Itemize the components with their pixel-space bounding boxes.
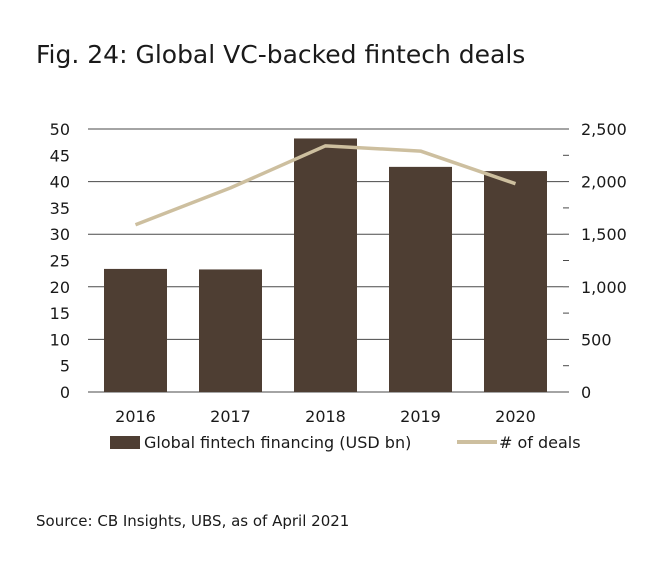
right-axis-tick-label: 1,000 — [581, 278, 627, 297]
left-axis-tick-label: 50 — [50, 120, 70, 139]
left-axis-tick-label: 25 — [50, 252, 70, 271]
left-axis-tick-label: 0 — [60, 383, 70, 402]
left-axis-tick-label: 20 — [50, 278, 70, 297]
x-axis-tick-label: 2020 — [495, 407, 536, 426]
bar — [484, 171, 547, 392]
x-axis-tick-label: 2017 — [210, 407, 251, 426]
right-axis-tick-label: 0 — [581, 383, 591, 402]
chart-title: Fig. 24: Global VC-backed fintech deals — [36, 40, 526, 69]
right-axis-tick-label: 2,000 — [581, 173, 627, 192]
right-axis-tick-label: 500 — [581, 330, 612, 349]
bar — [294, 138, 357, 392]
right-axis-tick-label: 1,500 — [581, 225, 627, 244]
legend-label-financing: Global fintech financing (USD bn) — [144, 433, 411, 452]
right-axis-tick-label: 2,500 — [581, 120, 627, 139]
legend-swatch-bar — [110, 436, 140, 449]
left-axis-tick-label: 5 — [60, 357, 70, 376]
x-axis-tick-label: 2018 — [305, 407, 346, 426]
bar — [199, 269, 262, 392]
bar — [104, 268, 167, 392]
left-axis-tick-label: 35 — [50, 199, 70, 218]
bar — [389, 166, 452, 392]
line-series — [134, 144, 517, 227]
x-axis-tick-label: 2016 — [115, 407, 156, 426]
x-axis-tick-label: 2019 — [400, 407, 441, 426]
legend: Global fintech financing (USD bn) # of de… — [110, 433, 581, 452]
source-note: Source: CB Insights, UBS, as of April 20… — [36, 512, 350, 530]
left-axis-tick-label: 15 — [50, 304, 70, 323]
bar-series — [104, 138, 547, 392]
left-axis-tick-label: 30 — [50, 225, 70, 244]
legend-label-deals: # of deals — [499, 433, 581, 452]
deals-line — [134, 144, 517, 227]
left-axis-tick-label: 45 — [50, 146, 70, 165]
left-axis-tick-label: 10 — [50, 330, 70, 349]
axes: 0510152025303540455005001,0001,5002,0002… — [50, 120, 627, 426]
left-axis-tick-label: 40 — [50, 173, 70, 192]
